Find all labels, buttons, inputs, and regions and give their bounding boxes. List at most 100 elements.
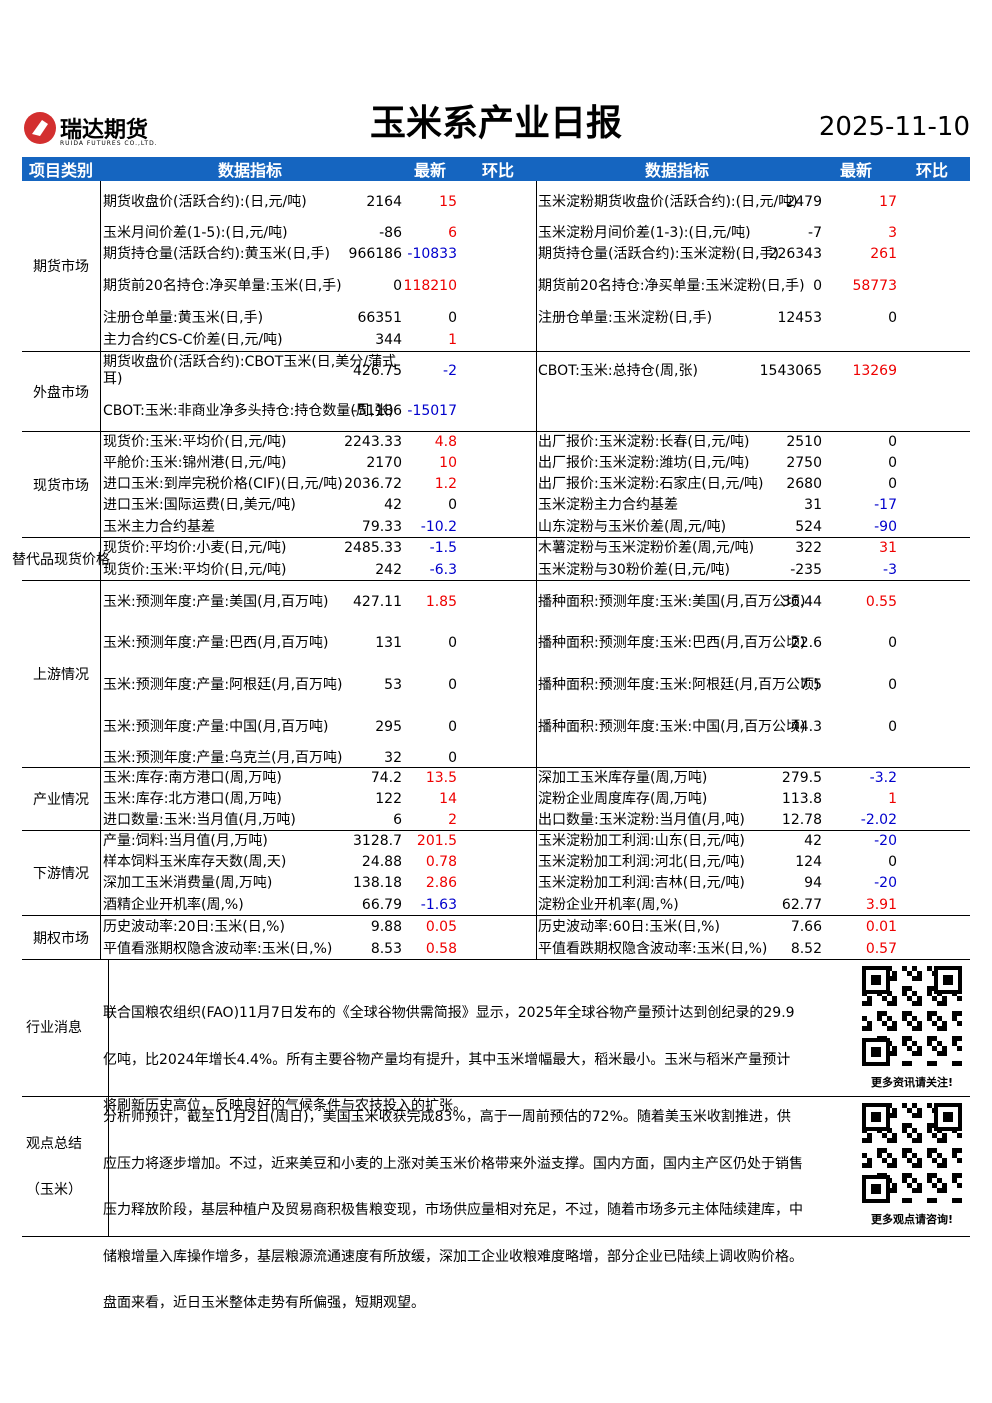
indicator-name: 样本饲料玉米库存天数(周,天) <box>103 854 287 870</box>
section: 期货市场 期货收盘价(活跃合约):(日,元/吨) 2164 15 玉米淀粉期货收盘价(活… <box>22 181 970 352</box>
latest-value: 66351 <box>357 309 402 326</box>
change-value: 14 <box>439 791 457 807</box>
change-value: 0.57 <box>865 940 897 957</box>
change-value: 0 <box>448 749 457 766</box>
view-text: 分析师预计，截至11月2日(周日)，美国玉米收获完成83%，高于一周前预估的72… <box>103 1109 803 1311</box>
indicator-name: 播种面积:预测年度:玉米:中国(月,百万公顷) <box>538 718 806 735</box>
latest-value: 124 <box>795 854 822 870</box>
indicator-name: 山东淀粉与玉米价差(周,元/吨) <box>538 518 727 535</box>
divider <box>536 538 537 580</box>
latest-value: 0 <box>393 277 402 294</box>
latest-value: 12453 <box>777 309 822 326</box>
indicator-name: 玉米月间价差(1-5):(日,元/吨) <box>103 225 288 241</box>
change-value: 0 <box>888 476 897 492</box>
indicator-name: 播种面积:预测年度:玉米:阿根廷(月,百万公顷) <box>538 676 820 693</box>
change-value: -15017 <box>407 402 457 419</box>
indicator-name: 期货收盘价(活跃合约):CBOT玉米(日,美分/蒲式耳) <box>103 354 396 387</box>
latest-value: 524 <box>795 518 822 535</box>
divider <box>536 831 537 915</box>
indicator-name: 期货收盘价(活跃合约):(日,元/吨) <box>103 193 307 210</box>
latest-value: 0 <box>813 277 822 294</box>
latest-value: 3128.7 <box>353 833 402 849</box>
section: 期权市场 历史波动率:20日:玉米(日,%) 9.88 0.05 历史波动率:60日:玉… <box>22 916 970 960</box>
latest-value: 74.2 <box>370 770 402 786</box>
section: 外盘市场 期货收盘价(活跃合约):CBOT玉米(日,美分/蒲式耳) 426.75 -2… <box>22 352 970 432</box>
change-value: 6 <box>448 225 457 241</box>
latest-value: 24.88 <box>361 854 402 870</box>
latest-value: 295 <box>375 718 402 735</box>
qr-code <box>862 1103 962 1203</box>
change-value: 261 <box>870 246 897 262</box>
column-header: 项目类别 <box>22 157 100 181</box>
latest-value: 1543065 <box>759 362 822 379</box>
change-value: -10.2 <box>420 518 457 535</box>
latest-value: 79.33 <box>361 518 402 535</box>
latest-value: 113.8 <box>781 791 822 807</box>
change-value: 3.91 <box>865 896 897 913</box>
change-value: 0 <box>888 309 897 326</box>
indicator-name: 玉米:库存:北方港口(周,万吨) <box>103 791 282 807</box>
latest-value: 42 <box>384 497 402 513</box>
indicator-name: CBOT:玉米:非商业净多头持仓:持仓数量(周,张) <box>103 402 394 419</box>
section: 产业情况 玉米:库存:南方港口(周,万吨) 74.2 13.5 深加工玉米库存量(周,万… <box>22 768 970 831</box>
latest-value: 131 <box>375 635 402 651</box>
indicator-name: 深加工玉米消费量(周,万吨) <box>103 875 273 891</box>
indicator-name: 注册仓单量:黄玉米(日,手) <box>103 309 264 326</box>
indicator-name: 玉米淀粉主力合约基差 <box>538 497 678 513</box>
change-value: 0 <box>448 309 457 326</box>
indicator-name: CBOT:玉米:总持仓(周,张) <box>538 362 698 379</box>
indicator-name: 期货前20名持仓:净买单量:玉米淀粉(日,手) <box>538 277 805 294</box>
latest-value: 12.78 <box>781 812 822 828</box>
category: 上游情况 <box>22 581 101 767</box>
change-value: 13.5 <box>425 770 457 786</box>
indicator-name: 出厂报价:玉米淀粉:潍坊(日,元/吨) <box>538 455 750 471</box>
category: 观点总结（玉米） <box>22 1097 109 1236</box>
latest-value: 9.88 <box>370 918 402 935</box>
column-header: 最新 <box>400 157 460 181</box>
change-value: 0.55 <box>865 593 897 610</box>
column-header: 数据指标 <box>536 157 818 181</box>
change-value: -3 <box>883 561 897 578</box>
indicator-name: 淀粉企业开机率(周,%) <box>538 896 679 913</box>
divider <box>536 432 537 537</box>
latest-value: 279.5 <box>781 770 822 786</box>
latest-value: 8.52 <box>790 940 822 957</box>
latest-value: 42 <box>804 833 822 849</box>
indicator-name: 木薯淀粉与玉米淀粉价差(周,元/吨) <box>538 540 755 556</box>
latest-value: 2170 <box>366 455 402 471</box>
column-header: 数据指标 <box>100 157 400 181</box>
qr-caption: 更多观点请咨询! <box>870 1213 954 1226</box>
indicator-name: 玉米淀粉加工利润:山东(日,元/吨) <box>538 833 745 849</box>
change-value: -2 <box>443 362 457 379</box>
category: 期权市场 <box>22 916 101 959</box>
change-value: 0.01 <box>865 918 897 935</box>
change-value: 118210 <box>403 277 457 294</box>
latest-value: 344 <box>375 332 402 348</box>
latest-value: 2243.33 <box>344 434 402 450</box>
change-value: -10833 <box>407 246 457 262</box>
indicator-name: 历史波动率:20日:玉米(日,%) <box>103 918 285 935</box>
indicator-name: 玉米:预测年度:产量:乌克兰(月,百万吨) <box>103 749 343 766</box>
change-value: 0 <box>888 455 897 471</box>
latest-value: 7.5 <box>799 676 822 693</box>
indicator-name: 玉米主力合约基差 <box>103 518 215 535</box>
category: 现货市场 <box>22 432 101 537</box>
latest-value: -86 <box>379 225 402 241</box>
latest-value: 2750 <box>786 455 822 471</box>
latest-value: 94 <box>804 875 822 891</box>
indicator-name: 现货价:平均价:小麦(日,元/吨) <box>103 540 287 556</box>
latest-value: 66.79 <box>361 896 402 913</box>
change-value: 0.78 <box>425 854 457 870</box>
change-value: 13269 <box>852 362 897 379</box>
indicator-name: 期货持仓量(活跃合约):玉米淀粉(日,手) <box>538 246 780 262</box>
indicator-name: 玉米淀粉加工利润:吉林(日,元/吨) <box>538 875 745 891</box>
divider <box>536 352 537 431</box>
indicator-name: 进口数量:玉米:当月值(月,万吨) <box>103 812 296 828</box>
indicator-name: 玉米:预测年度:产量:巴西(月,百万吨) <box>103 635 329 651</box>
latest-value: 8.53 <box>370 940 402 957</box>
news-section: 行业消息 <box>22 960 970 1097</box>
qr-code <box>862 966 962 1066</box>
latest-value: 44.3 <box>790 718 822 735</box>
latest-value: 32 <box>384 749 402 766</box>
indicator-name: 出厂报价:玉米淀粉:长春(日,元/吨) <box>538 434 750 450</box>
